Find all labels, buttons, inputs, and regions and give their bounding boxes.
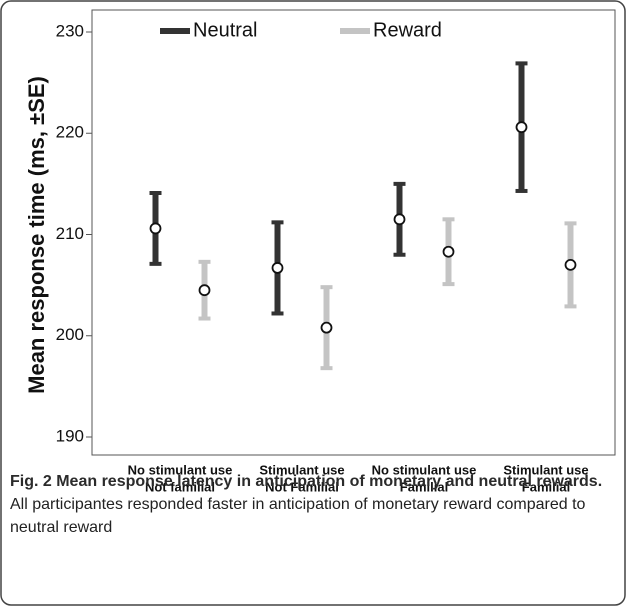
mean-marker bbox=[393, 213, 406, 226]
y-tick-label: 220 bbox=[56, 123, 84, 142]
x-tick-label: No stimulant use bbox=[128, 462, 233, 477]
caption-label: Fig. 2 Mean response latency in anticipa… bbox=[10, 473, 603, 490]
caption: Fig. 2 Mean response latency in anticipa… bbox=[10, 470, 615, 539]
mean-marker bbox=[271, 262, 284, 274]
mean-marker bbox=[320, 321, 333, 334]
y-tick-label: 230 bbox=[56, 21, 84, 40]
x-tick-label: Not Familial bbox=[265, 479, 339, 494]
x-tick-label: Stimulant use bbox=[503, 462, 588, 477]
legend-label: Reward bbox=[373, 19, 442, 41]
y-axis-label: Mean response time (ms, ±SE) bbox=[24, 76, 49, 394]
x-tick-label: Familial bbox=[400, 479, 448, 494]
mean-marker bbox=[149, 222, 162, 235]
legend-label: Neutral bbox=[193, 19, 257, 41]
x-tick-label: Stimulant use bbox=[259, 462, 344, 477]
x-tick-label: Not familial bbox=[145, 479, 215, 494]
y-tick-label: 210 bbox=[56, 224, 84, 243]
mean-marker bbox=[198, 284, 211, 297]
mean-marker bbox=[442, 245, 455, 258]
mean-marker bbox=[515, 121, 528, 134]
x-tick-label: Familial bbox=[522, 479, 570, 494]
y-tick-label: 200 bbox=[56, 325, 84, 344]
mean-marker bbox=[564, 258, 577, 271]
plot-frame bbox=[91, 9, 616, 456]
x-tick-label: No stimulant use bbox=[372, 462, 477, 477]
y-tick-label: 190 bbox=[56, 426, 84, 445]
caption-text: All participantes responded faster in an… bbox=[10, 496, 586, 536]
